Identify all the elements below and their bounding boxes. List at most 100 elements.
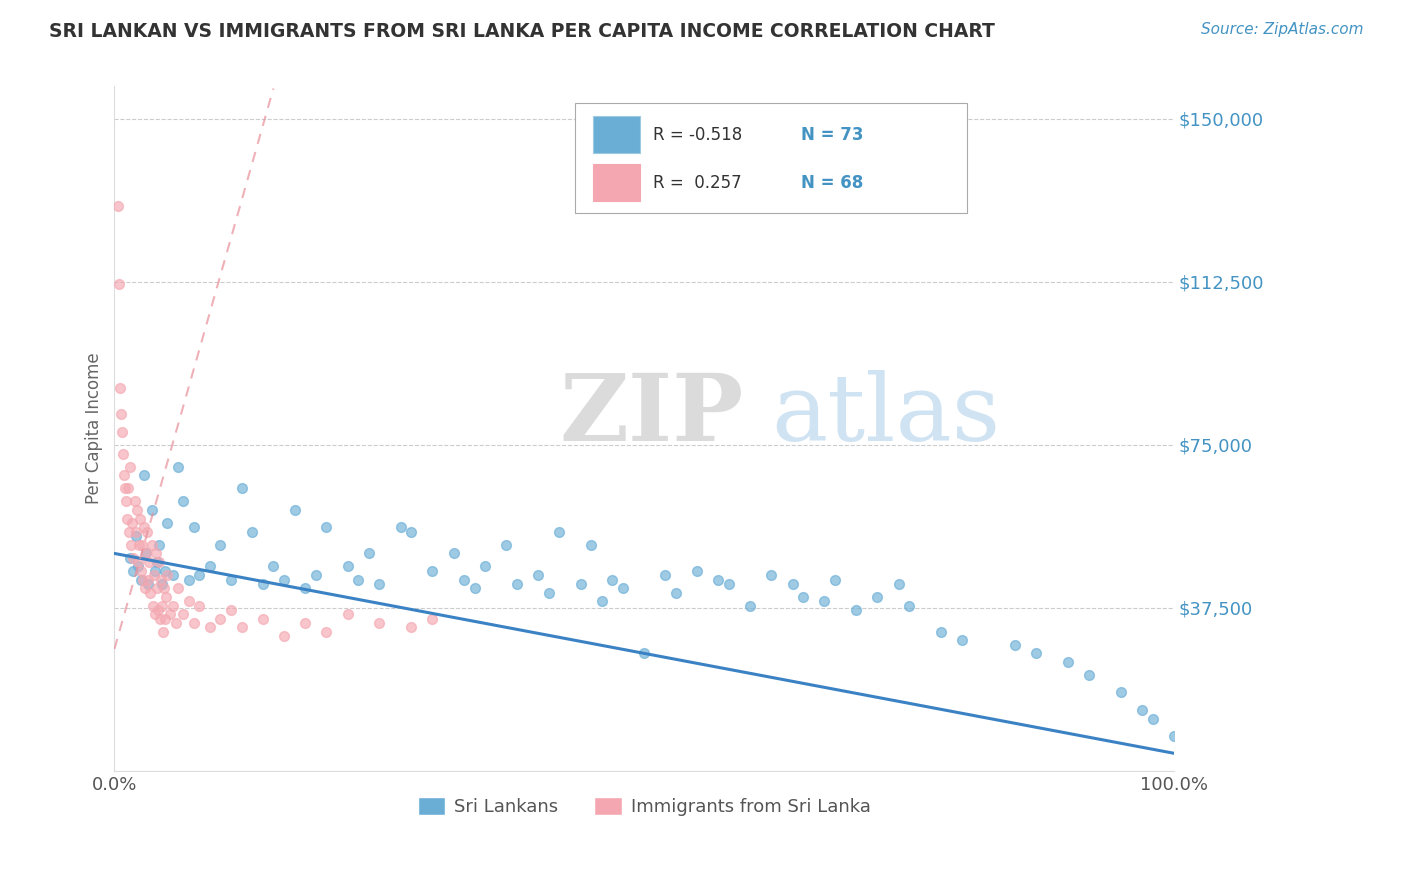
Point bbox=[887, 577, 910, 591]
Point bbox=[548, 524, 571, 539]
Point bbox=[143, 607, 166, 622]
Point bbox=[219, 603, 242, 617]
Point bbox=[128, 511, 150, 525]
Point bbox=[1004, 638, 1026, 652]
Point bbox=[464, 581, 486, 595]
Point bbox=[134, 581, 156, 595]
Point bbox=[107, 199, 129, 213]
Point bbox=[305, 568, 328, 582]
Point bbox=[135, 546, 157, 560]
Point bbox=[114, 481, 136, 495]
Point bbox=[506, 577, 529, 591]
Point bbox=[146, 581, 169, 595]
Point bbox=[209, 538, 232, 552]
Point bbox=[148, 538, 170, 552]
FancyBboxPatch shape bbox=[575, 103, 967, 213]
Point bbox=[231, 481, 253, 495]
Point bbox=[108, 381, 131, 395]
Point bbox=[129, 573, 152, 587]
Point bbox=[591, 594, 613, 608]
Point bbox=[581, 538, 603, 552]
Text: ZIP: ZIP bbox=[560, 370, 744, 460]
Point bbox=[172, 494, 194, 508]
Point bbox=[262, 559, 284, 574]
Point bbox=[120, 459, 142, 474]
Point bbox=[115, 511, 138, 525]
Point bbox=[131, 538, 153, 552]
Point bbox=[159, 607, 181, 622]
Point bbox=[145, 546, 167, 560]
Point bbox=[132, 573, 155, 587]
Point bbox=[107, 277, 129, 291]
Point bbox=[866, 590, 889, 604]
Point bbox=[357, 546, 380, 560]
Point bbox=[231, 620, 253, 634]
Point bbox=[315, 520, 337, 534]
Point bbox=[121, 516, 143, 530]
Point bbox=[1163, 729, 1185, 743]
Point bbox=[602, 573, 624, 587]
Point bbox=[142, 599, 165, 613]
Point bbox=[155, 564, 177, 578]
Point bbox=[898, 599, 921, 613]
Point bbox=[153, 581, 176, 595]
Point bbox=[294, 615, 316, 630]
Point bbox=[612, 581, 634, 595]
Point bbox=[167, 581, 190, 595]
Point bbox=[336, 607, 359, 622]
Point bbox=[122, 564, 145, 578]
Y-axis label: Per Capita Income: Per Capita Income bbox=[86, 352, 103, 504]
Point bbox=[569, 577, 592, 591]
Point bbox=[177, 573, 200, 587]
Point bbox=[120, 550, 142, 565]
Point bbox=[336, 559, 359, 574]
Point bbox=[824, 573, 846, 587]
Point bbox=[294, 581, 316, 595]
Point bbox=[813, 594, 835, 608]
Point bbox=[273, 573, 295, 587]
Point bbox=[177, 594, 200, 608]
Point bbox=[136, 573, 159, 587]
Point bbox=[761, 568, 783, 582]
Point bbox=[1130, 703, 1153, 717]
Point bbox=[284, 503, 307, 517]
Point bbox=[368, 615, 391, 630]
Point bbox=[110, 408, 132, 422]
Point bbox=[929, 624, 952, 639]
Point bbox=[718, 577, 741, 591]
Point bbox=[132, 520, 155, 534]
Point bbox=[150, 577, 173, 591]
Point bbox=[443, 546, 465, 560]
Point bbox=[155, 590, 177, 604]
Text: N = 68: N = 68 bbox=[801, 174, 863, 192]
Text: Source: ZipAtlas.com: Source: ZipAtlas.com bbox=[1201, 22, 1364, 37]
Point bbox=[141, 538, 163, 552]
Text: R = -0.518: R = -0.518 bbox=[652, 126, 742, 144]
Point bbox=[1109, 685, 1132, 699]
Point bbox=[155, 612, 177, 626]
Point bbox=[127, 555, 149, 569]
Point bbox=[1142, 712, 1164, 726]
Text: R =  0.257: R = 0.257 bbox=[652, 174, 741, 192]
Point bbox=[707, 573, 730, 587]
Point bbox=[495, 538, 517, 552]
Point bbox=[665, 585, 688, 599]
Point bbox=[527, 568, 550, 582]
Point bbox=[162, 568, 184, 582]
Point bbox=[654, 568, 676, 582]
Point bbox=[1078, 668, 1101, 682]
Point bbox=[156, 568, 179, 582]
Point bbox=[315, 624, 337, 639]
Point bbox=[128, 538, 150, 552]
Point bbox=[111, 446, 134, 460]
Point bbox=[118, 524, 141, 539]
Point bbox=[219, 573, 242, 587]
FancyBboxPatch shape bbox=[593, 117, 640, 153]
Point bbox=[136, 524, 159, 539]
Point bbox=[124, 494, 146, 508]
Point bbox=[792, 590, 814, 604]
Point bbox=[120, 538, 142, 552]
Point bbox=[167, 459, 190, 474]
Point bbox=[252, 577, 274, 591]
Point bbox=[129, 564, 152, 578]
